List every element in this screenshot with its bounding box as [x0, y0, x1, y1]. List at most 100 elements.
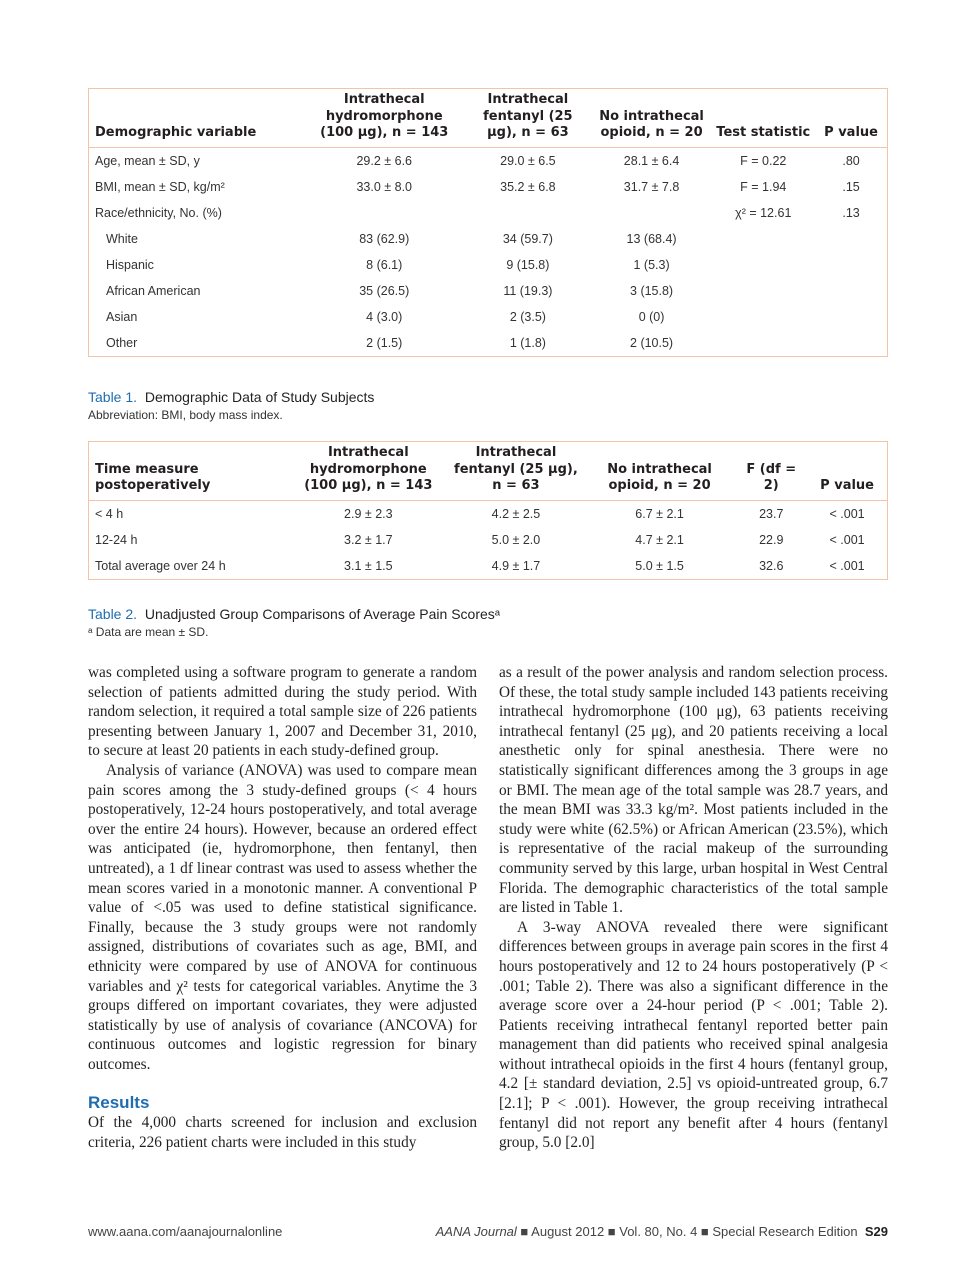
- table-1: Demographic variable Intrathecal hydromor…: [88, 88, 888, 357]
- row-label: Age, mean ± SD, y: [95, 153, 200, 168]
- right-column: as a result of the power analysis and ra…: [499, 663, 888, 1153]
- table-1-caption-label: Table 1.: [88, 389, 138, 405]
- table-cell: 2 (3.5): [509, 309, 546, 324]
- column-header: No intrathecal opioid, n = 20: [583, 442, 736, 501]
- table-cell: [711, 252, 815, 278]
- footer-citation: AANA Journal ■ August 2012 ■ Vol. 80, No…: [436, 1224, 888, 1239]
- table-cell: 23.7: [759, 506, 784, 521]
- table-2-caption-label: Table 2.: [88, 606, 138, 622]
- paragraph: was completed using a software program t…: [88, 664, 477, 760]
- column-header: P value: [815, 89, 887, 148]
- table-cell: χ² = 12.61: [735, 205, 792, 220]
- table-row: Asian 4 (3.0) 2 (3.5) 0 (0): [89, 304, 887, 330]
- paragraph: Of the 4,000 charts screened for inclusi…: [88, 1114, 477, 1152]
- row-label: Other: [106, 335, 138, 350]
- table-cell: 2.9 ± 2.3: [344, 506, 393, 521]
- table-cell: 2 (10.5): [630, 335, 674, 350]
- row-label: < 4 h: [95, 506, 124, 521]
- table-row: BMI, mean ± SD, kg/m² 33.0 ± 8.0 35.2 ± 6.…: [89, 174, 887, 200]
- table-cell: 29.2 ± 6.6: [356, 153, 412, 168]
- table-cell: 5.0 ± 1.5: [635, 558, 684, 573]
- table-2-note: ᵃ Data are mean ± SD.: [88, 625, 209, 639]
- table-cell: 4.2 ± 2.5: [491, 506, 541, 521]
- paragraph: Analysis of variance (ANOVA) was used to…: [88, 761, 477, 1073]
- row-label: Asian: [106, 309, 138, 324]
- table-cell: [815, 278, 887, 304]
- table-row: 12-24 h 3.2 ± 1.7 5.0 ± 2.0 4.7 ± 2.1 22.9 < …: [89, 527, 887, 553]
- table-cell: [815, 252, 887, 278]
- table-cell: 0 (0): [638, 309, 665, 324]
- row-label: Race/ethnicity, No. (%): [95, 205, 222, 220]
- table-cell: F = 0.22: [740, 153, 787, 168]
- table-1-caption: Table 1. Demographic Data of Study Subje…: [88, 389, 374, 405]
- column-header: Intrathecal hydromorphone (100 μg), n = …: [288, 442, 449, 501]
- table-cell: 5.0 ± 2.0: [491, 532, 541, 547]
- table-2-caption: Table 2. Unadjusted Group Comparisons of…: [88, 606, 500, 622]
- table-cell: [464, 200, 592, 226]
- paragraph: as a result of the power analysis and ra…: [499, 664, 888, 917]
- table-row: Total average over 24 h 3.1 ± 1.5 4.9 ± 1.…: [89, 553, 887, 579]
- footer-url[interactable]: www.aana.com/aanajournalonline: [88, 1224, 283, 1239]
- table-cell: 35.2 ± 6.8: [500, 179, 556, 194]
- row-label: Total average over 24 h: [95, 558, 226, 573]
- table-cell: 34 (59.7): [502, 231, 553, 246]
- table-cell: [815, 226, 887, 252]
- table-cell: 33.0 ± 8.0: [356, 179, 412, 194]
- table-cell: [711, 278, 815, 304]
- column-header: F (df = 2): [735, 442, 808, 501]
- table-2: Time measure postoperatively Intrathecal …: [88, 441, 888, 580]
- table-cell: 29.0 ± 6.5: [500, 153, 556, 168]
- left-column: was completed using a software program t…: [88, 663, 477, 1153]
- table-cell: F = 1.94: [740, 179, 787, 194]
- table-cell: < .001: [829, 558, 865, 573]
- table-cell: < .001: [829, 506, 865, 521]
- column-header: Intrathecal fentanyl (25 μg), n = 63: [448, 442, 584, 501]
- table-cell: [592, 200, 712, 226]
- table-cell: [304, 200, 464, 226]
- column-header: P value: [807, 442, 887, 501]
- row-label: Hispanic: [106, 257, 154, 272]
- table-1-caption-text: Demographic Data of Study Subjects: [144, 389, 375, 405]
- table-cell: 28.1 ± 6.4: [623, 153, 680, 168]
- table-cell: 8 (6.1): [366, 257, 403, 272]
- footer-issue: ■ August 2012 ■ Vol. 80, No. 4 ■ Special…: [520, 1224, 858, 1239]
- table-cell: .15: [842, 179, 860, 194]
- column-header: Intrathecal fentanyl (25 μg), n = 63: [464, 89, 592, 148]
- table-row: White 83 (62.9) 34 (59.7) 13 (68.4): [89, 226, 887, 252]
- row-label: BMI, mean ± SD, kg/m²: [95, 179, 225, 194]
- paragraph: A 3-way ANOVA revealed there were signif…: [499, 918, 888, 1152]
- section-heading-results: Results: [88, 1093, 150, 1113]
- column-header: Demographic variable: [89, 89, 305, 148]
- table-cell: 11 (19.3): [503, 283, 553, 298]
- table-row: Race/ethnicity, No. (%) χ² = 12.61 .13: [89, 200, 887, 226]
- table-cell: < .001: [829, 532, 865, 547]
- table-cell: 1 (1.8): [509, 335, 546, 350]
- row-label: African American: [106, 283, 201, 298]
- table-cell: 6.7 ± 2.1: [635, 506, 684, 521]
- table-cell: 9 (15.8): [506, 257, 550, 272]
- table-cell: 35 (26.5): [359, 283, 410, 298]
- table-cell: 32.6: [759, 558, 784, 573]
- column-header: No intrathecal opioid, n = 20: [591, 89, 712, 148]
- table-cell: 1 (5.3): [633, 257, 670, 272]
- table-cell: 83 (62.9): [359, 231, 410, 246]
- table-row: < 4 h 2.9 ± 2.3 4.2 ± 2.5 6.7 ± 2.1 23.7 < .0…: [89, 500, 887, 527]
- table-cell: 3.1 ± 1.5: [344, 558, 393, 573]
- table-2-caption-text: Unadjusted Group Comparisons of Average …: [144, 606, 500, 622]
- table-row: Age, mean ± SD, y 29.2 ± 6.6 29.0 ± 6.5 28.…: [89, 147, 887, 174]
- table-cell: 4 (3.0): [366, 309, 403, 324]
- footer-journal: AANA Journal: [435, 1224, 517, 1239]
- table-row: Hispanic 8 (6.1) 9 (15.8) 1 (5.3): [89, 252, 887, 278]
- table-cell: [815, 330, 887, 356]
- table-cell: [711, 226, 815, 252]
- table-cell: [711, 330, 815, 356]
- column-header: Intrathecal hydromorphone (100 μg), n = …: [304, 89, 465, 148]
- table-cell: 4.7 ± 2.1: [635, 532, 684, 547]
- table-1-note: Abbreviation: BMI, body mass index.: [88, 408, 283, 422]
- table-row: African American 35 (26.5) 11 (19.3) 3 (15.…: [89, 278, 887, 304]
- table-row: Other 2 (1.5) 1 (1.8) 2 (10.5): [89, 330, 887, 356]
- table-cell: [815, 304, 887, 330]
- table-cell: 2 (1.5): [366, 335, 403, 350]
- table-cell: 13 (68.4): [626, 231, 677, 246]
